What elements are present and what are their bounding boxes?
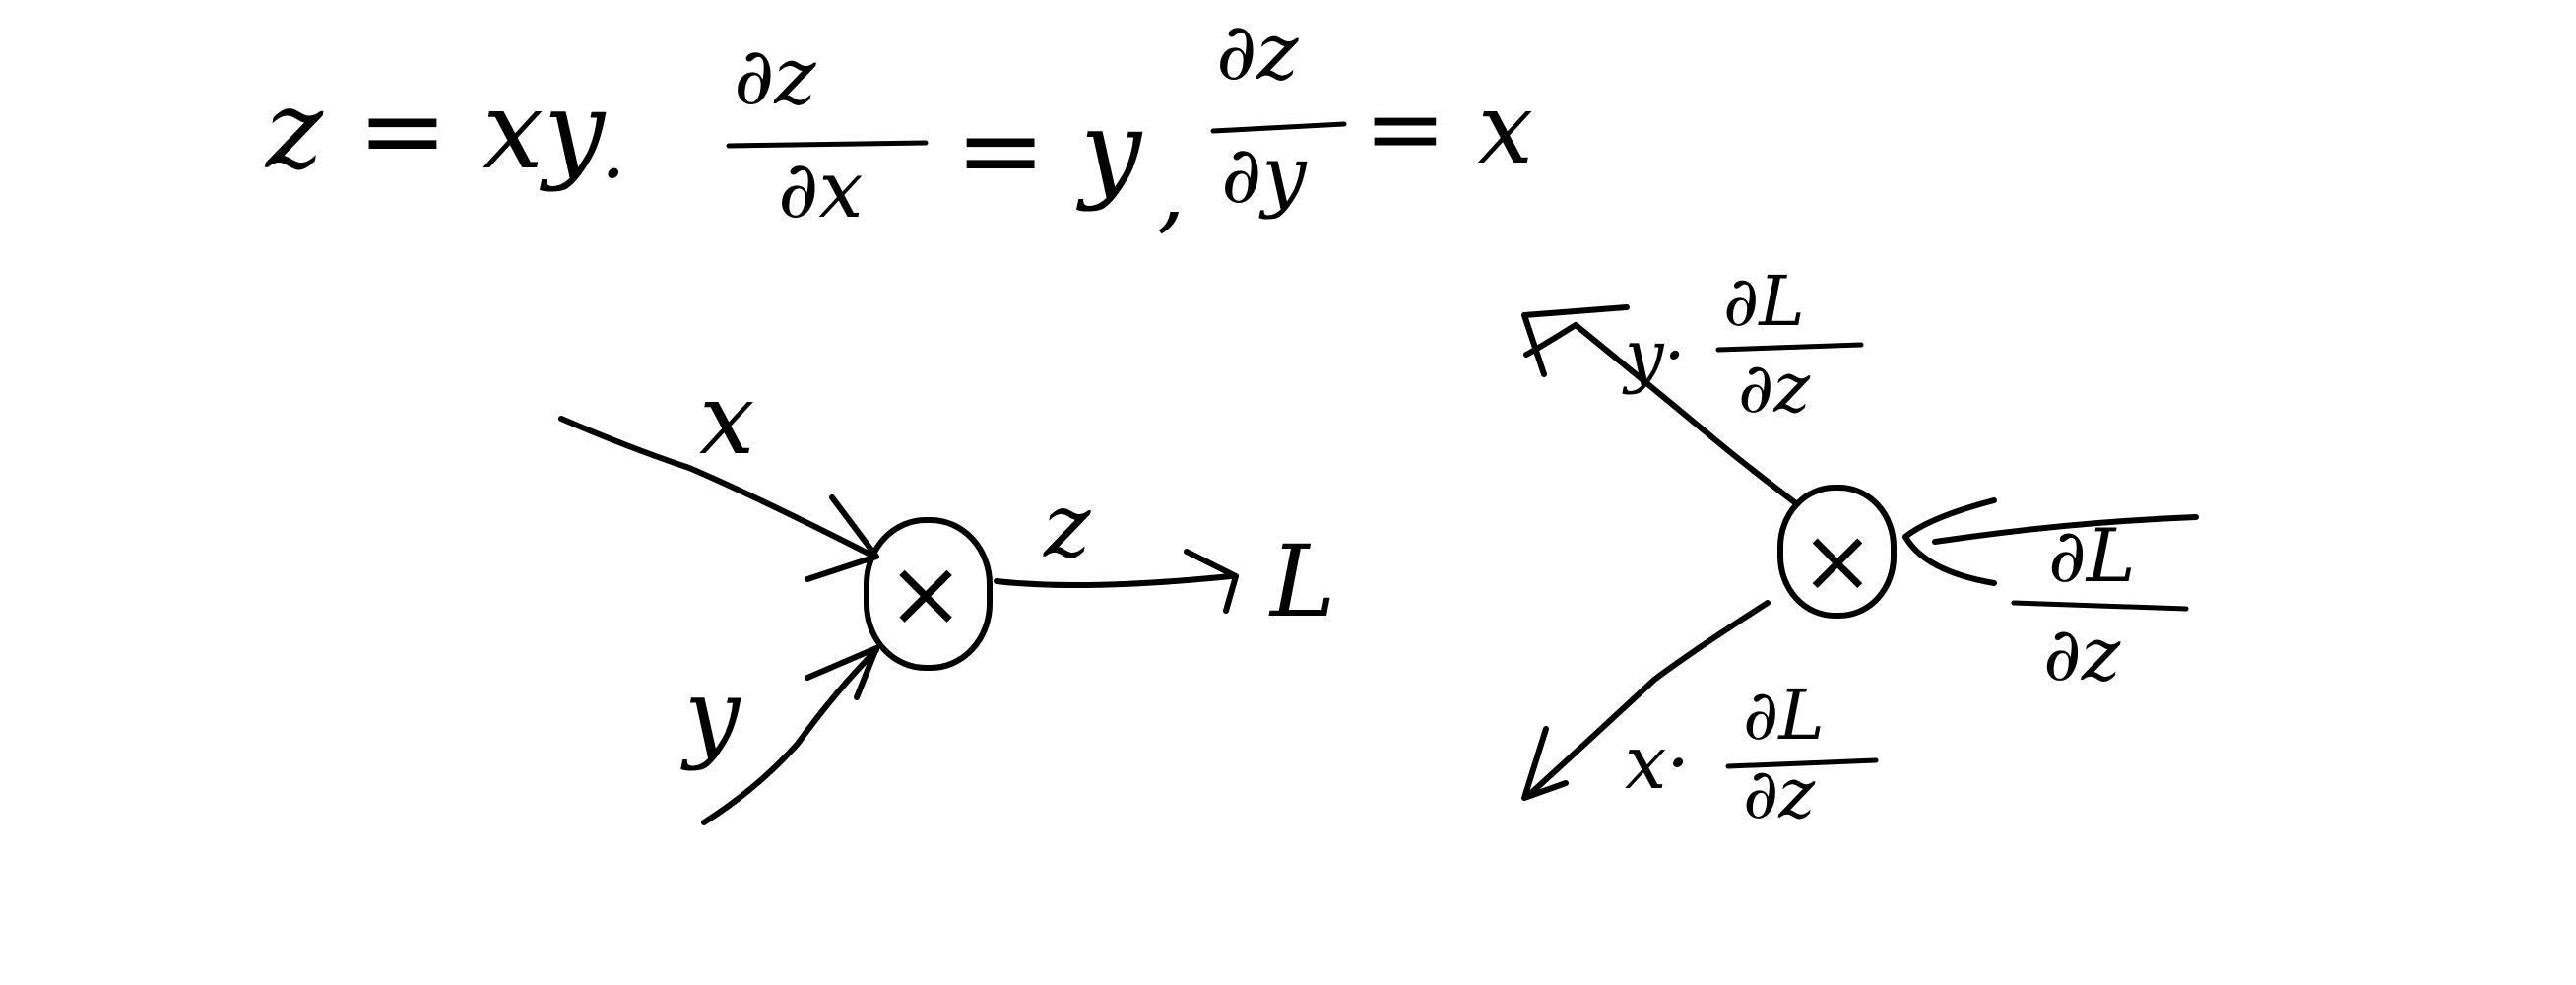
grad-to-x-fraction-bar — [1715, 342, 1864, 353]
equation-separator: . — [601, 104, 625, 196]
equation-line: z = xy . ∂z ∂x = y , ∂z ∂y = x — [264, 6, 1533, 243]
forward-x-edge — [558, 416, 877, 559]
forward-input-y-label: y — [680, 657, 741, 772]
grad-to-y-label: x· ∂L ∂z — [1625, 675, 1879, 834]
forward-loss-label: L — [1268, 524, 1335, 639]
grad-to-y-edge — [1528, 600, 1771, 796]
upstream-grad-denominator: ∂z — [2043, 611, 2121, 697]
forward-input-x-label: x — [699, 361, 754, 477]
backward-multiply-node — [1777, 485, 1897, 619]
forward-output-z-label: z — [1043, 475, 1091, 578]
backward-multiply-symbol: × — [1800, 509, 1874, 613]
forward-multiply-symbol: × — [886, 540, 965, 648]
grad-to-x-prefix: y· — [1622, 315, 1686, 396]
dz-dy-rhs: = x — [1364, 71, 1533, 186]
dz-dy-fraction-bar — [1210, 121, 1347, 134]
upstream-grad-label: ∂L ∂z — [2011, 512, 2189, 697]
upstream-grad-arrowhead — [1902, 497, 1997, 586]
equation-lhs: z = xy — [264, 67, 607, 193]
forward-output-edge — [994, 573, 1234, 588]
grad-to-x-numerator: ∂L — [1723, 261, 1805, 342]
dz-dx-numerator: ∂z — [734, 31, 816, 122]
grad-to-y-denominator: ∂z — [1743, 754, 1816, 834]
equation-comma: , — [1157, 140, 1186, 243]
grad-to-y-prefix: x· — [1625, 719, 1690, 806]
upstream-grad-fraction-bar — [2011, 600, 2189, 612]
grad-to-x-label: y· ∂L ∂z — [1622, 261, 1864, 428]
upstream-grad-edge — [1932, 514, 2199, 545]
forward-y-arrowhead — [805, 645, 879, 700]
grad-to-x-edge — [1523, 322, 1800, 507]
grad-to-y-numerator: ∂L — [1743, 675, 1825, 755]
forward-output-arrowhead — [1184, 549, 1239, 614]
grad-to-y-arrowhead — [1521, 726, 1569, 801]
dz-dy-numerator: ∂z — [1216, 6, 1299, 98]
dz-dy-denominator: ∂y — [1221, 129, 1308, 221]
forward-y-edge — [701, 647, 879, 825]
forward-x-arrowhead — [805, 494, 879, 582]
grad-to-y-fraction-bar — [1725, 757, 1879, 769]
forward-multiply-node — [864, 517, 993, 671]
backward-graph: × ∂L ∂z y· ∂L ∂z x· ∂L ∂z — [1521, 261, 2199, 834]
partial-z-wrt-y: ∂z ∂y = x — [1210, 6, 1533, 221]
grad-to-x-denominator: ∂z — [1738, 348, 1811, 428]
upstream-grad-numerator: ∂L — [2048, 512, 2136, 599]
dz-dx-rhs: = y — [955, 87, 1143, 213]
dz-dx-denominator: ∂x — [778, 144, 863, 235]
forward-graph: x y × z L — [558, 361, 1335, 825]
grad-to-x-arrowhead — [1521, 304, 1630, 377]
dz-dx-fraction-bar — [726, 140, 929, 149]
partial-z-wrt-x: ∂z ∂x = y — [726, 31, 1143, 235]
